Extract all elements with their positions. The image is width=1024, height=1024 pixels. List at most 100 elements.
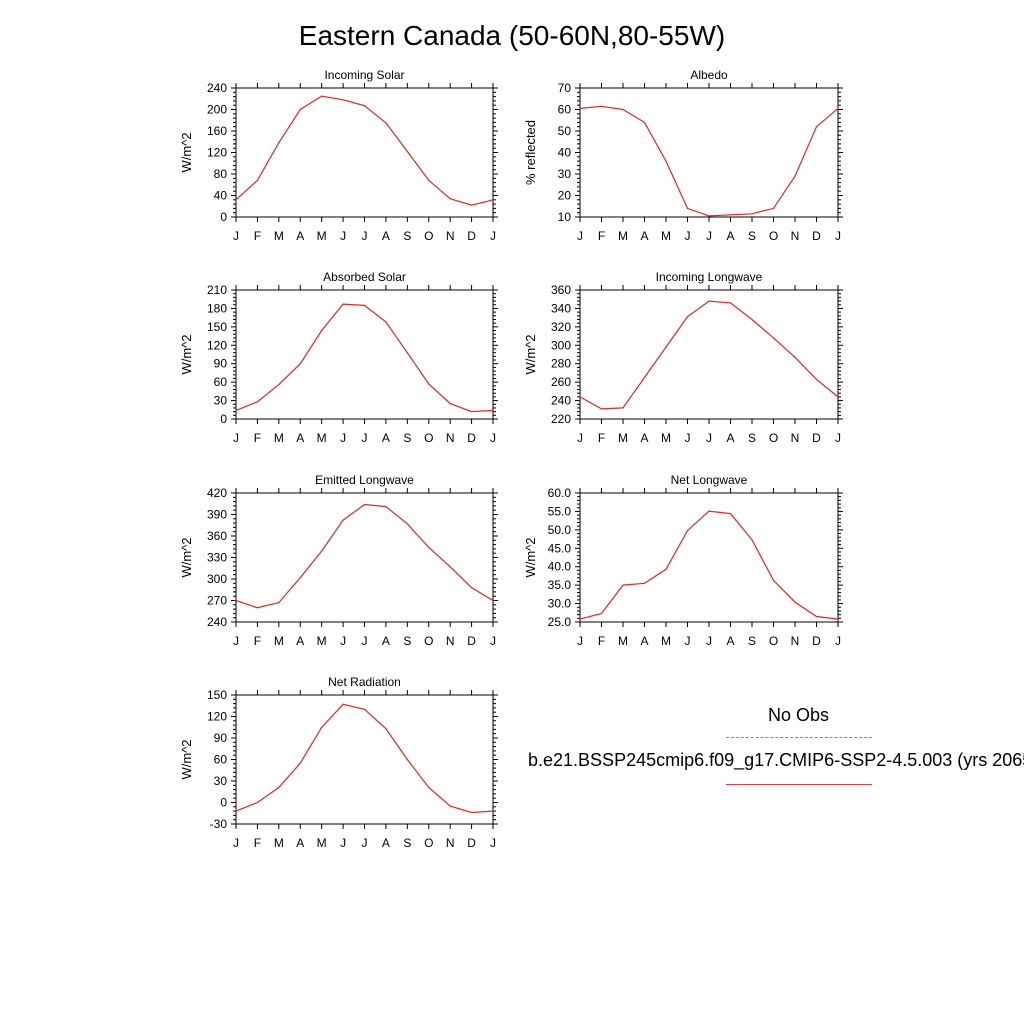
x-tick-label: D	[467, 229, 476, 243]
data-point	[837, 396, 839, 398]
y-tick-label: 240	[551, 394, 571, 408]
data-point	[428, 786, 430, 789]
data-point	[299, 762, 301, 764]
data-point	[729, 513, 732, 515]
x-tick-label: N	[446, 431, 455, 445]
x-tick-label: A	[726, 431, 734, 445]
x-tick-label: A	[640, 229, 648, 243]
x-tick-label: J	[577, 229, 583, 243]
data-point	[406, 758, 408, 761]
x-tick-label: N	[446, 634, 455, 648]
data-point	[665, 160, 667, 162]
data-point	[837, 107, 839, 110]
data-point	[278, 602, 280, 604]
data-point	[751, 213, 753, 215]
data-point	[751, 318, 753, 321]
x-tick-label: S	[403, 229, 411, 243]
x-tick-label: F	[254, 634, 261, 648]
x-tick-label: J	[362, 431, 368, 445]
data-point	[406, 150, 408, 153]
x-tick-label: N	[446, 836, 455, 850]
y-tick-label: 90	[214, 731, 228, 745]
x-tick-label: J	[340, 229, 346, 243]
data-point	[256, 179, 259, 182]
x-tick-label: J	[362, 836, 368, 850]
y-tick-label: 40	[558, 146, 572, 160]
y-tick-label: 50.0	[548, 523, 572, 537]
x-tick-label: D	[812, 229, 821, 243]
x-tick-label: J	[706, 634, 712, 648]
data-point	[837, 618, 839, 620]
x-tick-label: A	[382, 431, 390, 445]
y-tick-label: 300	[207, 572, 227, 586]
data-point	[470, 587, 473, 589]
x-tick-label: M	[661, 431, 671, 445]
y-tick-label: 45.0	[548, 541, 572, 555]
data-point	[428, 383, 430, 385]
data-point	[492, 810, 494, 812]
x-tick-label: J	[490, 836, 496, 850]
data-point	[235, 810, 237, 812]
chart-title: Absorbed Solar	[323, 270, 406, 284]
data-point	[256, 401, 259, 403]
data-point	[622, 584, 624, 586]
y-tick-label: 30.0	[548, 597, 572, 611]
data-point	[470, 204, 473, 206]
x-tick-label: J	[835, 229, 841, 243]
data-point	[385, 506, 387, 508]
chart-title: Emitted Longwave	[315, 473, 414, 487]
data-point	[772, 337, 775, 339]
x-tick-label: F	[598, 229, 605, 243]
data-point	[708, 300, 710, 302]
y-tick-label: 150	[207, 688, 227, 702]
y-tick-label: 210	[207, 283, 227, 297]
x-tick-label: J	[490, 431, 496, 445]
x-tick-label: M	[317, 836, 327, 850]
y-tick-label: 340	[551, 301, 571, 315]
data-point	[449, 403, 451, 405]
x-tick-label: S	[748, 229, 756, 243]
y-tick-label: 30	[214, 394, 228, 408]
data-point	[428, 546, 430, 549]
data-point	[643, 582, 646, 584]
x-tick-label: S	[748, 431, 756, 445]
data-point	[299, 576, 301, 579]
data-point	[751, 539, 753, 541]
x-tick-label: N	[791, 634, 800, 648]
y-tick-label: 50	[558, 124, 572, 138]
series-line	[579, 510, 839, 620]
data-point	[256, 607, 259, 609]
y-tick-label: 60.0	[548, 486, 572, 500]
chart-title: Net Radiation	[328, 675, 401, 689]
x-tick-label: M	[274, 634, 284, 648]
data-point	[406, 523, 408, 525]
x-tick-label: A	[382, 229, 390, 243]
plot-frame	[235, 289, 494, 420]
data-point	[470, 411, 473, 413]
y-tick-label: 200	[207, 103, 227, 117]
x-tick-label: M	[274, 836, 284, 850]
x-tick-label: D	[467, 431, 476, 445]
x-tick-label: J	[685, 431, 691, 445]
data-point	[708, 215, 710, 217]
y-tick-label: 220	[551, 412, 571, 426]
x-tick-label: J	[490, 229, 496, 243]
series-line	[235, 95, 494, 206]
plot-frame	[579, 87, 839, 218]
series-line	[579, 300, 839, 410]
data-point	[665, 346, 667, 348]
y-tick-label: 25.0	[548, 615, 572, 629]
page-title: Eastern Canada (50-60N,80-55W)	[298, 20, 726, 51]
data-point	[235, 199, 237, 201]
data-point	[406, 352, 408, 354]
data-point	[235, 409, 237, 411]
data-point	[449, 566, 451, 568]
x-tick-label: J	[685, 229, 691, 243]
y-tick-label: 40.0	[548, 560, 572, 574]
data-point	[321, 550, 323, 552]
x-tick-label: J	[233, 634, 239, 648]
x-tick-label: J	[835, 634, 841, 648]
data-point	[686, 529, 689, 532]
y-tick-label: 10	[558, 210, 572, 224]
